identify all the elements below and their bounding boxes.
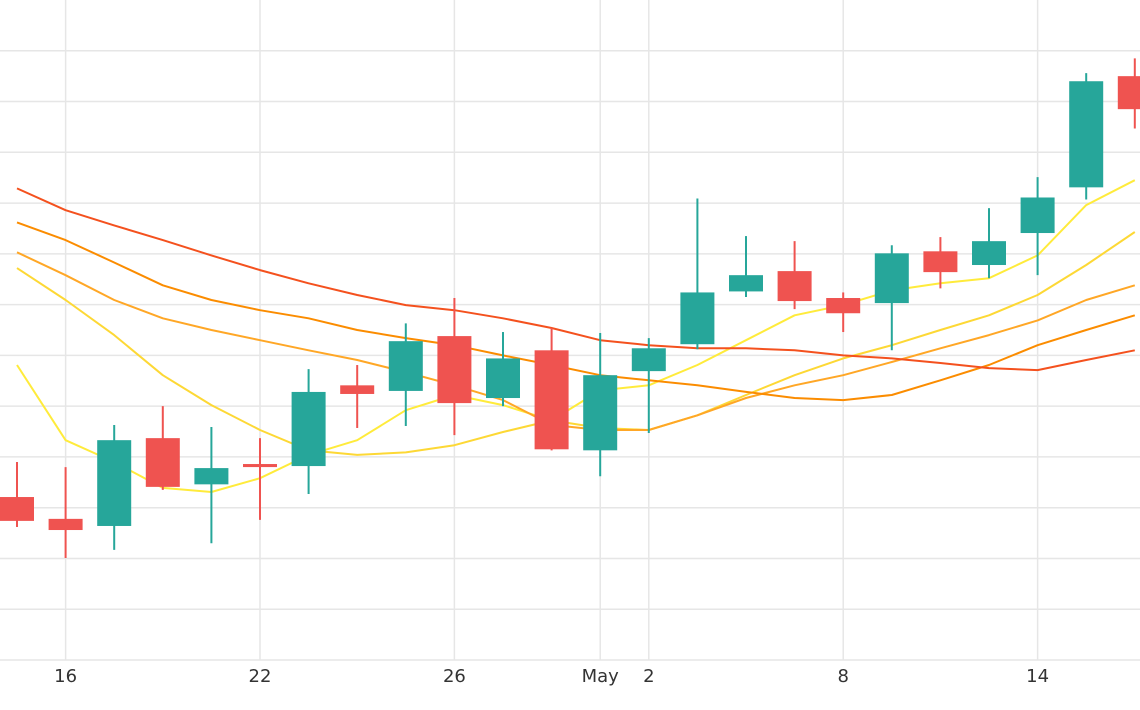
x-tick-label: 22 bbox=[249, 666, 272, 687]
x-tick-label: 14 bbox=[1026, 666, 1049, 687]
moving-average-line bbox=[16, 251, 1136, 431]
candle-body bbox=[194, 468, 229, 485]
moving-average-line bbox=[16, 221, 1136, 402]
candle-body bbox=[1069, 81, 1104, 188]
candle-body bbox=[291, 391, 326, 467]
moving-average-line bbox=[16, 231, 1136, 456]
candle-body bbox=[1020, 197, 1055, 234]
candle-body bbox=[97, 440, 132, 526]
candle-body bbox=[243, 464, 277, 468]
candle-body bbox=[972, 241, 1006, 266]
x-tick-label: May bbox=[582, 666, 620, 687]
x-tick-label: 2 bbox=[643, 666, 654, 687]
candle-body bbox=[388, 341, 423, 391]
candle-body bbox=[631, 348, 666, 372]
moving-average-line bbox=[16, 179, 1136, 493]
candle-body bbox=[486, 358, 520, 399]
x-axis: 16 22 26 May 2 8 14 bbox=[54, 666, 1049, 687]
candle-body bbox=[583, 375, 618, 451]
moving-averages bbox=[16, 179, 1136, 493]
candle-body bbox=[48, 518, 83, 531]
candle-body bbox=[437, 336, 472, 404]
candle-body bbox=[145, 438, 180, 487]
candle-body bbox=[777, 271, 812, 302]
candle-body bbox=[923, 251, 958, 273]
moving-average-line bbox=[16, 187, 1135, 372]
candle-body bbox=[874, 253, 909, 304]
candle-body bbox=[729, 275, 763, 292]
candle-body bbox=[340, 385, 375, 394]
candle-body bbox=[0, 497, 34, 521]
candle-body bbox=[826, 298, 861, 314]
candle-body bbox=[534, 350, 569, 450]
grid bbox=[0, 0, 1140, 661]
candle-body bbox=[1117, 76, 1140, 110]
x-tick-label: 16 bbox=[54, 666, 77, 687]
x-tick-label: 26 bbox=[443, 666, 466, 687]
x-tick-label: 8 bbox=[837, 666, 848, 687]
candle-body bbox=[680, 292, 715, 345]
candles bbox=[0, 58, 1140, 558]
